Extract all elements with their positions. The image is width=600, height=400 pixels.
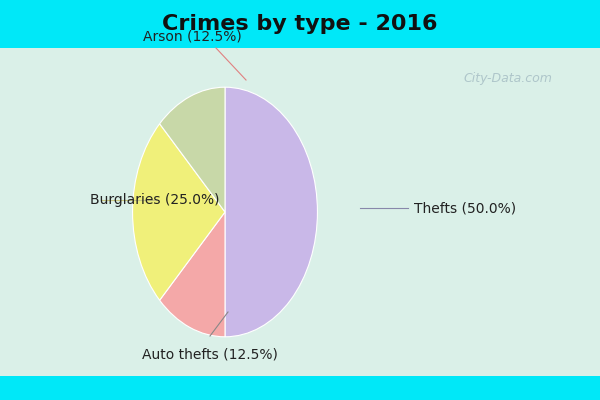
Text: Auto thefts (12.5%): Auto thefts (12.5%) — [142, 348, 278, 362]
Text: Arson (12.5%): Arson (12.5%) — [143, 30, 241, 44]
Text: Burglaries (25.0%): Burglaries (25.0%) — [90, 193, 220, 207]
Text: City-Data.com: City-Data.com — [463, 72, 552, 85]
Wedge shape — [160, 212, 225, 337]
Wedge shape — [225, 87, 317, 337]
Text: Crimes by type - 2016: Crimes by type - 2016 — [162, 14, 438, 34]
Text: Thefts (50.0%): Thefts (50.0%) — [414, 201, 516, 215]
Wedge shape — [133, 124, 225, 300]
Wedge shape — [160, 87, 225, 212]
